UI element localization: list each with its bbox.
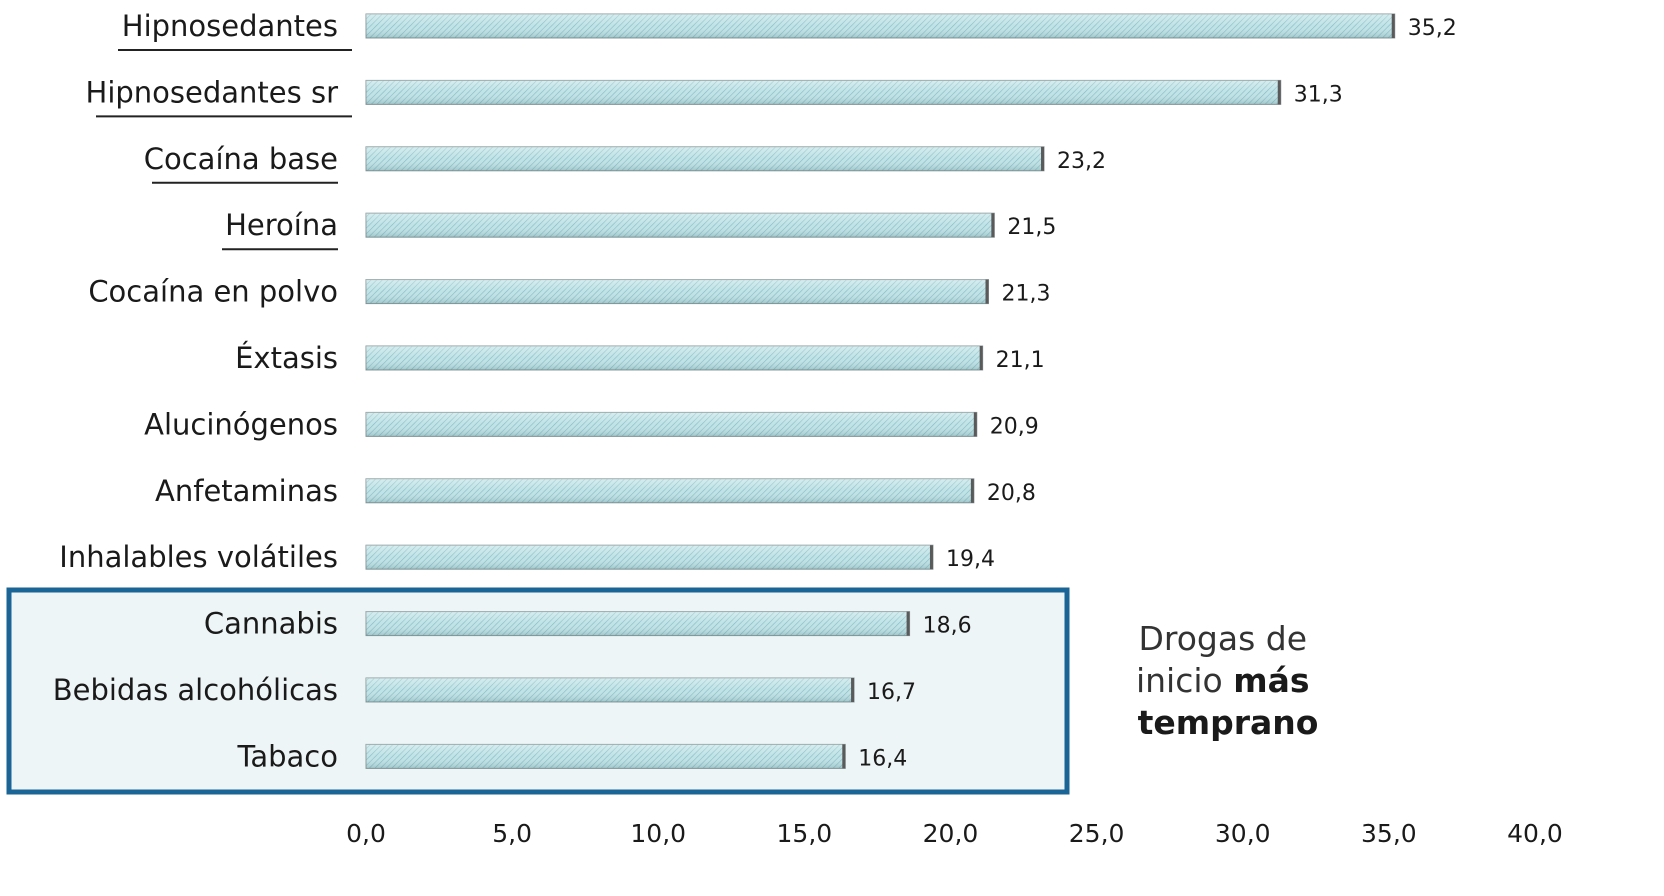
bar-end-tabaco	[842, 744, 846, 769]
bar-shade-extasis	[366, 346, 983, 370]
value-labels: 35,2 31,3 23,2 21,5 21,3 21,1 20,9 20,8 19,4 18,6…	[858, 16, 1456, 771]
category-label-cocaina-base: Cocaína base	[144, 142, 338, 176]
bar-anfetaminas	[365, 478, 975, 504]
bar-shade-heroina	[366, 213, 995, 238]
label-underlines	[96, 49, 352, 251]
bar-end-alucinogenos	[973, 412, 977, 437]
bar-tabaco	[365, 743, 846, 769]
value-label-tabaco: 16,4	[858, 746, 907, 771]
bar-alucinogenos	[365, 411, 978, 437]
x-tick-label-3: 15,0	[777, 819, 833, 848]
bar-end-bebidas-alcoholicas	[851, 678, 855, 702]
bar-cocaina-en-polvo	[365, 279, 989, 305]
bar-cocaina-base	[365, 146, 1045, 172]
x-tick-label-4: 20,0	[923, 819, 979, 848]
bar-shade-tabaco	[366, 744, 846, 769]
bar-end-heroina	[991, 213, 995, 238]
annotation-line-2-bold: más	[1233, 661, 1309, 700]
bar-bebidas-alcoholicas	[365, 677, 855, 703]
annotation-line-1: Drogas de	[1138, 619, 1307, 658]
annotation-line-3: temprano	[1138, 703, 1319, 742]
x-tick-label-6: 30,0	[1215, 819, 1271, 848]
category-label-extasis: Éxtasis	[235, 341, 338, 375]
value-label-cannabis: 18,6	[923, 614, 972, 639]
category-label-cocaina-en-polvo: Cocaína en polvo	[88, 275, 338, 309]
bar-shade-inhalables-volatiles	[366, 545, 933, 570]
bars-layer	[365, 13, 1396, 769]
bar-shade-cannabis	[366, 611, 910, 636]
bar-shade-alucinogenos	[366, 412, 977, 437]
bar-end-cocaina-en-polvo	[985, 279, 989, 304]
value-label-heroina: 21,5	[1007, 215, 1056, 240]
bar-end-extasis	[979, 346, 983, 370]
annotation-text: Drogas de inicio más temprano	[1136, 619, 1320, 742]
value-label-hipnosedantes-sr: 31,3	[1294, 82, 1343, 107]
x-tick-label-5: 25,0	[1069, 819, 1125, 848]
category-label-inhalables-volatiles: Inhalables volátiles	[59, 540, 338, 574]
value-label-cocaina-base: 23,2	[1057, 149, 1106, 174]
annotation-line-2-normal: inicio	[1136, 661, 1233, 700]
bar-end-hipnosedantes	[1391, 14, 1395, 38]
bar-end-inhalables-volatiles	[929, 545, 933, 570]
bar-shade-hipnosedantes	[366, 14, 1395, 38]
bar-heroina	[365, 212, 995, 238]
bar-end-hipnosedantes-sr	[1277, 80, 1281, 105]
category-label-heroina: Heroína	[225, 208, 338, 242]
category-label-hipnosedantes-sr: Hipnosedantes sr	[86, 75, 339, 109]
x-tick-label-1: 5,0	[492, 819, 532, 848]
category-labels: Hipnosedantes Hipnosedantes sr Cocaína bas…	[53, 9, 338, 773]
x-tick-label-8: 40,0	[1507, 819, 1563, 848]
x-tick-label-2: 10,0	[630, 819, 686, 848]
category-label-hipnosedantes: Hipnosedantes	[122, 9, 338, 43]
bar-end-anfetaminas	[970, 478, 974, 503]
x-tick-label-0: 0,0	[346, 819, 386, 848]
category-label-alucinogenos: Alucinógenos	[144, 407, 338, 441]
x-axis-ticks: 0,0 5,0 10,0 15,0 20,0 25,0 30,0 35,0 40,0	[346, 819, 1563, 848]
category-label-bebidas-alcoholicas: Bebidas alcohólicas	[53, 673, 338, 707]
category-label-tabaco: Tabaco	[236, 739, 338, 773]
category-label-cannabis: Cannabis	[204, 607, 338, 641]
bar-shade-cocaina-en-polvo	[366, 279, 989, 304]
bar-inhalables-volatiles	[365, 544, 934, 570]
value-label-extasis: 21,1	[996, 348, 1045, 373]
value-label-bebidas-alcoholicas: 16,7	[867, 680, 916, 705]
value-label-cocaina-en-polvo: 21,3	[1001, 282, 1050, 307]
bar-cannabis	[365, 611, 911, 637]
bar-shade-anfetaminas	[366, 478, 974, 503]
bar-end-cannabis	[906, 611, 910, 636]
bar-shade-bebidas-alcoholicas	[366, 678, 855, 702]
value-label-alucinogenos: 20,9	[990, 414, 1039, 439]
value-label-anfetaminas: 20,8	[987, 481, 1036, 506]
annotation-line-2: inicio más	[1136, 661, 1310, 700]
bar-shade-cocaina-base	[366, 146, 1045, 171]
bar-hipnosedantes-sr	[365, 79, 1282, 105]
x-tick-label-7: 35,0	[1361, 819, 1417, 848]
value-label-inhalables-volatiles: 19,4	[946, 547, 995, 572]
bar-end-cocaina-base	[1041, 146, 1045, 171]
bar-shade-hipnosedantes-sr	[366, 80, 1281, 105]
value-label-hipnosedantes: 35,2	[1408, 16, 1457, 41]
bar-hipnosedantes	[365, 13, 1396, 39]
category-label-anfetaminas: Anfetaminas	[155, 474, 338, 508]
bar-extasis	[365, 345, 984, 371]
